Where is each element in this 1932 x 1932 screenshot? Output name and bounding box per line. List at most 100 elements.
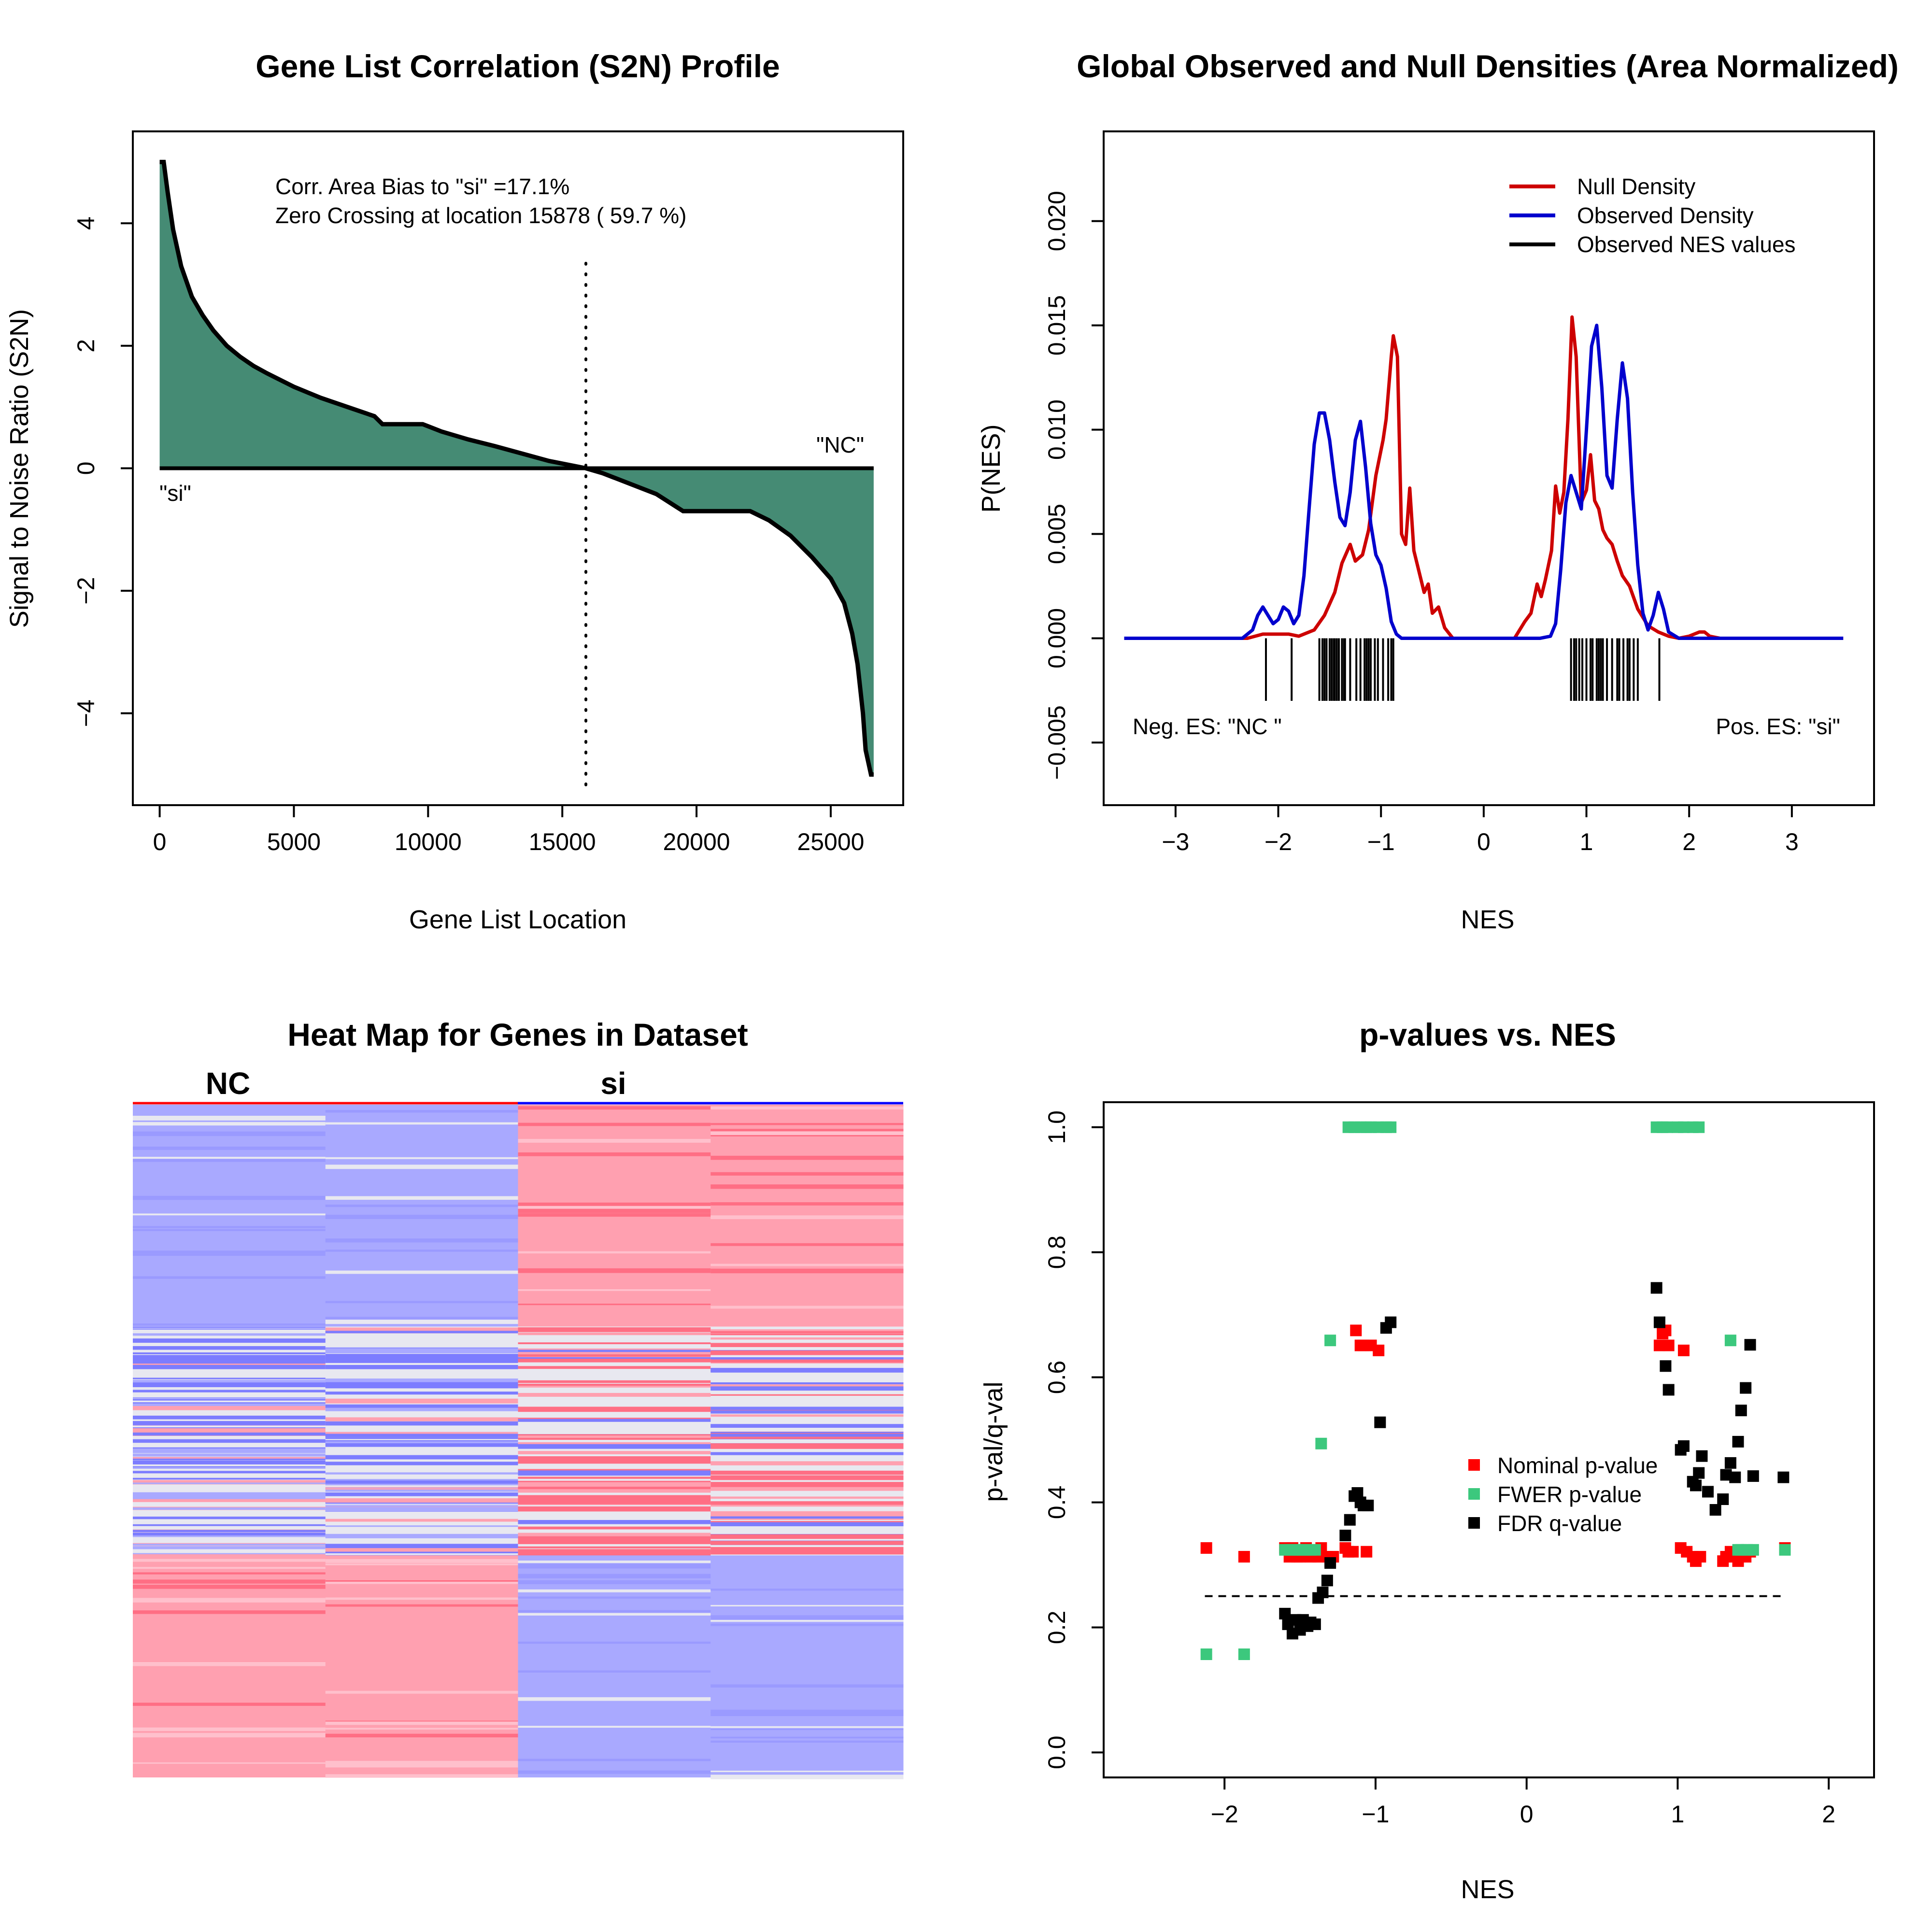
heatmap-gene-row [710,1615,904,1620]
legend-fwer-label: FWER p-value [1497,1482,1642,1507]
heatmap-gene-row [518,1613,711,1616]
heatmap-gene-row [518,1470,711,1474]
density-x-tick-label: 1 [1580,828,1593,855]
heatmap-gene-row [710,1728,904,1730]
density-x-tick-label: −3 [1162,828,1189,855]
heatmap-group-si-label: si [600,1066,626,1101]
heatmap-gene-row [518,1482,711,1487]
nominal-p-point [1350,1324,1362,1336]
heatmap-gene-row [710,1368,904,1371]
s2n-x-tick-label: 5000 [267,828,321,855]
fdr-q-point [1709,1504,1721,1516]
heatmap-gene-row [710,1496,904,1499]
heatmap-gene-row [325,1472,518,1475]
heatmap-gene-row [325,1356,518,1360]
heatmap-gene-row [133,1447,326,1449]
heatmap-gene-row [710,1726,904,1728]
heatmap-gene-row [518,1489,711,1493]
heatmap-gene-row [133,1516,326,1520]
heatmap-gene-row [518,1328,711,1332]
heatmap-gene-row [325,1301,518,1304]
heatmap-gene-row [325,1563,518,1565]
heatmap-gene-row [710,1516,904,1519]
fdr-q-point [1777,1471,1790,1483]
fdr-q-point [1690,1479,1702,1492]
heatmap-gene-row [325,1762,518,1768]
density-x-tick-label: −2 [1264,828,1292,855]
heatmap-gene-row [518,1268,711,1273]
neg-es-label: Neg. ES: "NC " [1133,714,1282,739]
heatmap-gene-row [518,1560,711,1563]
heatmap-gene-row [518,1444,711,1449]
heatmap-gene-row [133,1276,326,1279]
heatmap-gene-row [325,1492,518,1494]
heatmap-gene-row [325,1157,518,1159]
heatmap-gene-row [518,1670,711,1673]
fdr-q-point [1344,1514,1356,1526]
heatmap-gene-row [325,1407,518,1411]
heatmap-gene-row [325,1604,518,1607]
heatmap-gene-row [133,1384,326,1387]
heatmap-gene-row [710,1331,904,1333]
heatmap-gene-row [518,1355,711,1357]
heatmap-gene-row [710,1306,904,1309]
nominal-p-point [1677,1344,1690,1356]
heatmap-gene-row [325,1774,518,1778]
heatmap-gene-row [710,1424,904,1428]
heatmap-gene-row [710,1589,904,1591]
heatmap-gene-row [133,1567,326,1569]
legend-nominal-label: Nominal p-value [1497,1453,1658,1478]
heatmap-gene-row [325,1214,518,1219]
density-y-tick-label: 0.010 [1043,399,1070,460]
heatmap-gene-row [325,1317,518,1320]
heatmap-gene-row [133,1250,326,1254]
density-y-tick-label: 0.005 [1043,504,1070,564]
heatmap-gene-row [518,1499,711,1503]
heatmap-gene-row [133,1347,326,1349]
heatmap-gene-row [133,1496,326,1500]
pvalue-y-tick-label: 0.0 [1043,1735,1070,1769]
heatmap-gene-row [325,1238,518,1243]
s2n-plot-frame [132,130,904,806]
heatmap-gene-row [133,1544,326,1546]
heatmap-gene-row [518,1366,711,1369]
fdr-q-point [1362,1499,1374,1511]
heatmap-gene-row [133,1339,326,1343]
heatmap-gene-row [710,1740,904,1743]
heatmap-gene-row [325,1441,518,1444]
heatmap-gene-row [710,1387,904,1391]
heatmap-title: Heat Map for Genes in Dataset [287,1017,748,1052]
heatmap-gene-row [325,1728,518,1730]
pvalue-y-tick-label: 0.2 [1043,1611,1070,1645]
heatmap-gene-row [133,1466,326,1468]
legend-observed-label: Observed Density [1577,203,1754,228]
heatmap-gene-row [325,1505,518,1507]
heatmap-gene-row [133,1122,326,1126]
heatmap-gene-row [325,1507,518,1512]
heatmap-gene-row [518,1574,711,1578]
heatmap-gene-row [325,1488,518,1490]
pvalue-y-tick-label: 0.6 [1043,1361,1070,1394]
heatmap-gene-row [133,1402,326,1404]
heatmap-gene-row [133,1116,326,1121]
null-density-line [1124,315,1844,640]
heatmap-gene-row [710,1215,904,1220]
legend-null-label: Null Density [1577,174,1695,199]
fdr-q-point [1677,1440,1690,1452]
heatmap-gene-row [710,1623,904,1626]
heatmap-gene-row [518,1580,711,1584]
pvalue-x-tick-label: 1 [1671,1801,1685,1828]
fdr-q-point [1653,1316,1665,1328]
heatmap-gene-row [325,1327,518,1331]
heatmap-gene-row [518,1442,711,1445]
nominal-p-point [1373,1344,1385,1356]
heatmap-gene-row [518,1122,711,1126]
heatmap-cell-block [133,1555,326,1777]
heatmap-gene-row [133,1524,326,1526]
heatmap-gene-row [133,1432,326,1436]
heatmap-gene-row [133,1439,326,1443]
density-x-axis-label: NES [1461,905,1514,934]
heatmap-gene-row [518,1386,711,1388]
heatmap-gene-row [710,1359,904,1363]
pvalue-legend: Nominal p-value FWER p-value FDR q-value [1468,1453,1658,1536]
